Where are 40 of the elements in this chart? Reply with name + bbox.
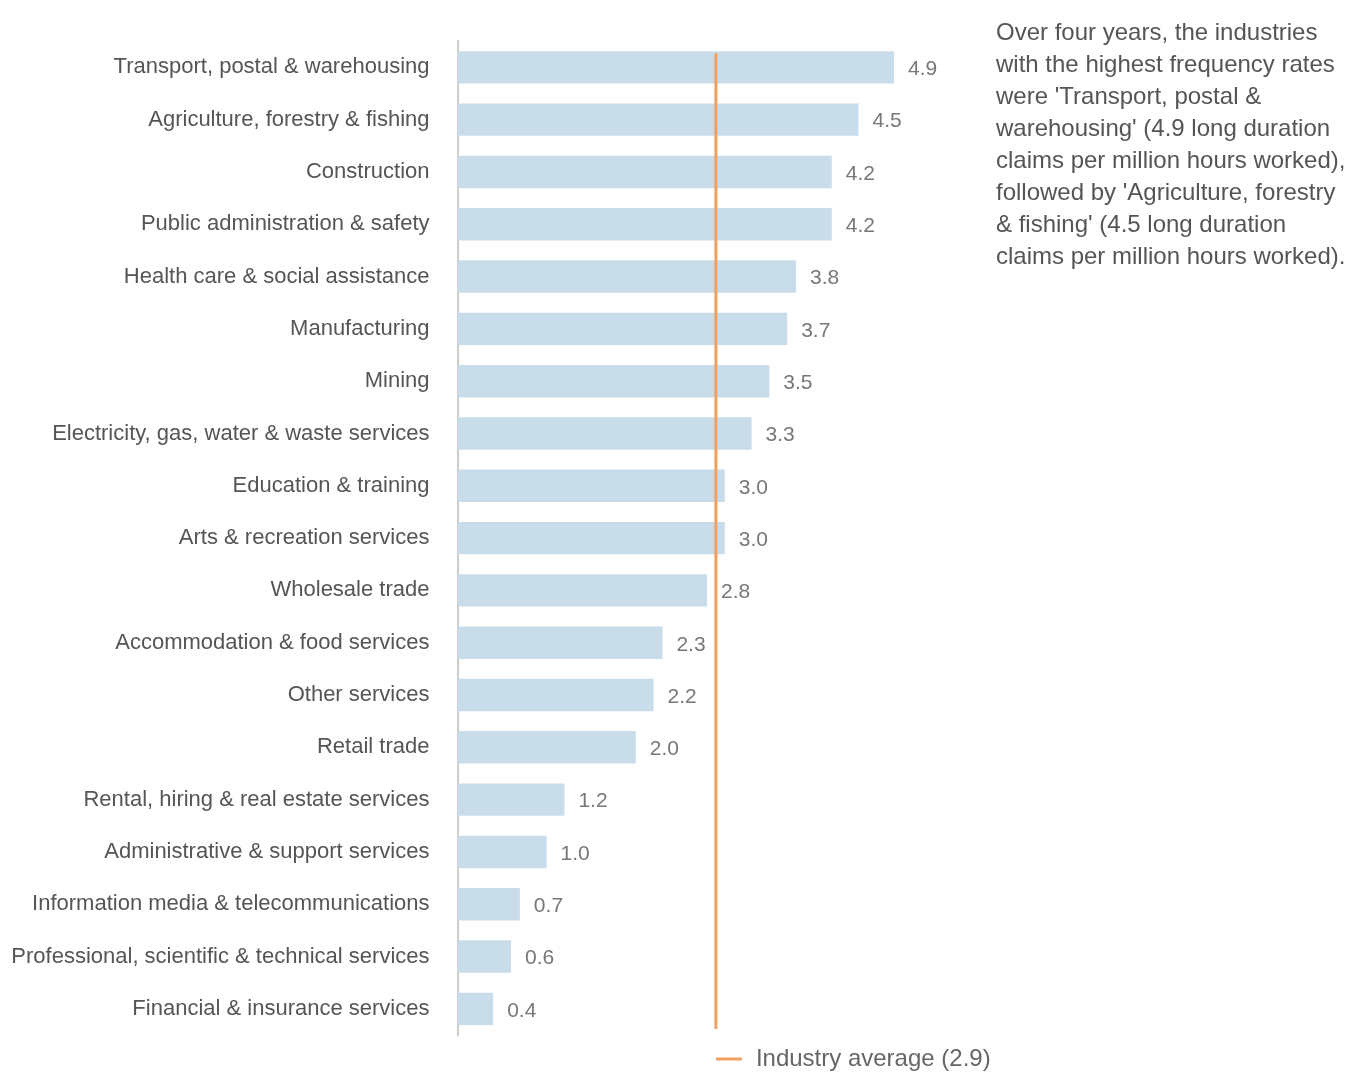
- y-tick-label: Agriculture, forestry & fishing: [148, 105, 430, 131]
- y-tick-label: Retail trade: [316, 733, 430, 759]
- data-label: 4.9: [908, 56, 938, 80]
- data-label: 4.2: [845, 213, 875, 237]
- data-label: 3.3: [765, 422, 795, 446]
- y-tick-label: Education & training: [232, 471, 430, 497]
- y-tick-label: Wholesale trade: [270, 576, 430, 602]
- y-tick-label: Manufacturing: [290, 314, 430, 340]
- data-label: 3.0: [738, 526, 768, 550]
- y-tick-label: Rental, hiring & real estate services: [83, 785, 430, 811]
- legend-label: Industry average (2.9): [755, 1043, 991, 1071]
- data-label: 1.0: [560, 840, 590, 864]
- data-label: 3.0: [738, 474, 768, 498]
- y-tick-label: Other services: [287, 681, 430, 707]
- text: Over four years, the industries with the highest frequency rates were 'Transport, postal & warehousing' (4.9 long duration claims per million hours worked), followed by 'Agriculture, forestry & fishing' (4.5 long duration claims per million hours worked).: [996, 17, 1347, 271]
- data-label: 2.0: [649, 736, 679, 760]
- y-tick-label: Accommodation & food services: [115, 628, 430, 654]
- y-tick-label: Professional, scientific & technical services: [11, 942, 430, 968]
- y-tick-label: Public administration & safety: [140, 210, 430, 236]
- data-label: 2.8: [720, 579, 751, 603]
- y-tick-label: Financial & insurance services: [132, 994, 430, 1020]
- data-label: 1.2: [578, 788, 608, 812]
- y-tick-label: Information media & telecommunications: [32, 890, 430, 916]
- y-tick-label: Administrative & support services: [104, 837, 430, 863]
- y-tick-label: Transport, postal & warehousing: [113, 53, 430, 79]
- data-label: 3.7: [801, 317, 831, 341]
- data-label: 3.8: [810, 265, 840, 289]
- data-label: 4.5: [872, 108, 902, 132]
- y-tick-label: Electricity, gas, water & waste services: [52, 419, 430, 445]
- data-label: 0.4: [507, 997, 537, 1021]
- data-label: 0.6: [524, 945, 555, 969]
- y-tick-label: Health care & social assistance: [123, 262, 430, 288]
- data-label: 3.5: [783, 369, 813, 393]
- y-tick-label: Mining: [364, 367, 430, 393]
- data-label: 0.7: [533, 893, 564, 917]
- y-tick-label: Construction: [305, 158, 430, 184]
- data-label: 2.2: [667, 683, 697, 707]
- y-tick-label: Arts & recreation services: [178, 524, 430, 550]
- data-label: 2.3: [676, 631, 706, 655]
- data-label: 4.2: [845, 160, 875, 184]
